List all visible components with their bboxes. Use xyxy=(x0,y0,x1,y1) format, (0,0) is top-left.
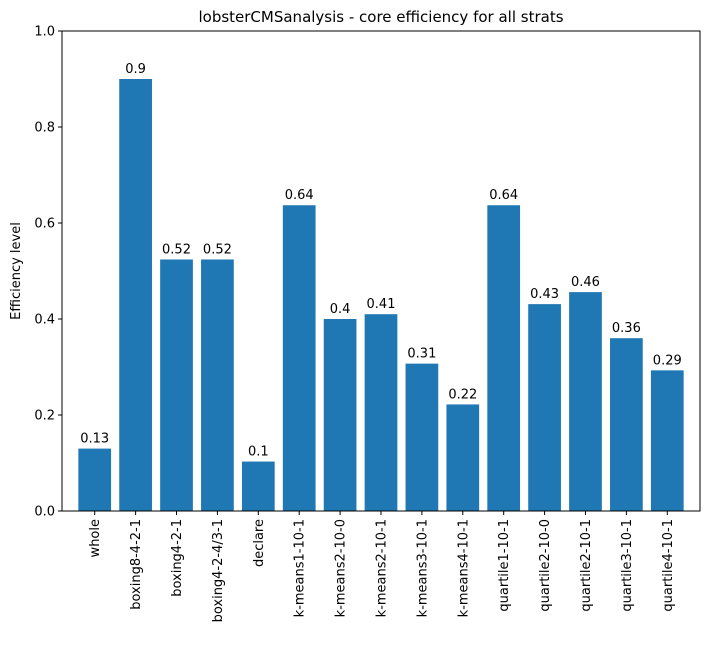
y-tick-label: 0.4 xyxy=(34,313,55,328)
x-tick-label: boxing4-2-1 xyxy=(170,519,185,597)
plot-frame xyxy=(61,30,701,512)
x-tick-label: k-means2-10-1 xyxy=(375,519,390,617)
data-labels-group: 0.13 0.9 0.52 0.52 0.1 0.64 0.4 0.41 0.31 0.22 0.6… xyxy=(80,62,682,460)
bar-quartile3-10-1 xyxy=(610,338,643,511)
x-tick-label: k-means3-10-1 xyxy=(415,519,430,617)
bar-whole xyxy=(78,448,112,511)
bar-k-means2-10-1 xyxy=(364,314,398,511)
bar-quartile4-10-1 xyxy=(650,370,684,511)
x-tick-label: k-means4-10-1 xyxy=(456,519,471,617)
bar-value-label: 0.43 xyxy=(530,287,559,302)
y-ticks-group: 0.0 0.2 0.4 0.6 0.8 1.0 xyxy=(34,25,62,520)
x-tick-label: k-means2-10-0 xyxy=(334,519,349,617)
x-tick-label: quartile2-10-0 xyxy=(538,519,553,612)
bar-declare xyxy=(241,461,275,511)
y-tick-label: 0.2 xyxy=(34,409,55,424)
y-tick-label: 0.8 xyxy=(34,121,55,136)
bar-k-means1-10-1 xyxy=(282,205,316,512)
bar-k-means2-10-0 xyxy=(323,319,357,511)
x-tick-label: boxing8-4-2-1 xyxy=(129,519,144,610)
bar-quartile2-10-1 xyxy=(569,292,602,511)
bar-k-means4-10-1 xyxy=(446,404,480,511)
bar-value-label: 0.22 xyxy=(448,387,477,402)
x-tick-label: whole xyxy=(88,519,103,557)
x-tick-label: quartile2-10-1 xyxy=(579,519,594,612)
bar-value-label: 0.9 xyxy=(125,62,146,77)
bar-boxing8-4-2-1 xyxy=(119,79,152,511)
y-tick-label: 0.6 xyxy=(34,217,55,232)
x-tick-label: declare xyxy=(252,519,267,567)
bar-boxing4-2-4/3-1 xyxy=(201,259,234,511)
x-tick-label: quartile3-10-1 xyxy=(620,519,635,612)
bar-value-label: 0.1 xyxy=(248,445,269,460)
bar-value-label: 0.36 xyxy=(612,321,641,336)
x-tick-label: k-means1-10-1 xyxy=(293,519,308,617)
bar-value-label: 0.64 xyxy=(489,188,518,203)
y-tick-label: 0.0 xyxy=(34,505,55,520)
bar-k-means3-10-1 xyxy=(405,363,439,511)
chart-title: lobsterCMSanalysis - core efficiency for… xyxy=(198,8,563,26)
bar-boxing4-2-1 xyxy=(160,259,193,511)
bar-value-label: 0.52 xyxy=(203,242,232,257)
bar-quartile2-10-0 xyxy=(528,304,561,511)
bar-value-label: 0.41 xyxy=(367,297,396,312)
x-tick-label: quartile4-10-1 xyxy=(661,519,676,612)
x-ticks-group: whole boxing8-4-2-1 boxing4-2-1 boxing4-2-4… xyxy=(88,511,676,622)
bar-value-label: 0.46 xyxy=(571,275,600,290)
bar-value-label: 0.29 xyxy=(653,353,682,368)
bar-value-label: 0.13 xyxy=(80,432,109,447)
y-axis-label: Efficiency level xyxy=(9,222,24,320)
x-tick-label: quartile1-10-1 xyxy=(497,519,512,612)
bar-value-label: 0.52 xyxy=(162,242,191,257)
bar-value-label: 0.4 xyxy=(330,302,351,317)
bar-value-label: 0.64 xyxy=(285,188,314,203)
bar-quartile1-10-1 xyxy=(487,205,521,512)
y-tick-label: 1.0 xyxy=(34,25,55,40)
bar-value-label: 0.31 xyxy=(407,347,436,362)
bars-group xyxy=(78,79,684,512)
x-tick-label: boxing4-2-4/3-1 xyxy=(211,519,226,622)
